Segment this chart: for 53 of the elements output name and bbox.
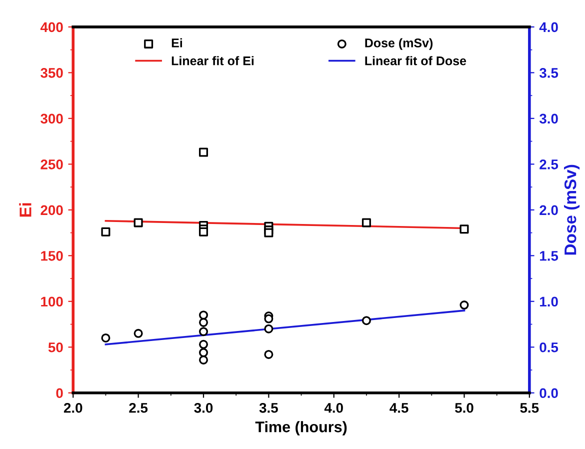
y2-tick-label: 2.5 (540, 160, 558, 170)
legend-label: Ei (172, 38, 182, 48)
x-axis-title: Time (hours) (255, 421, 347, 436)
x-tick-label: 5.5 (520, 403, 539, 413)
x-tick-label: 2.5 (129, 402, 148, 413)
legend-label: Linear fit of Ei (172, 56, 254, 66)
point (198, 318, 208, 327)
y-tick-label: 0 (56, 388, 63, 398)
legend-label: Dose (mSv) (365, 38, 433, 50)
y2-tick-label: 0.0 (540, 388, 558, 398)
point (198, 148, 208, 157)
y2-tick-label: 2.0 (540, 205, 558, 216)
point (264, 324, 274, 334)
y2-tick-label: 1.5 (540, 251, 558, 261)
x-tick-label: 3.0 (194, 402, 213, 413)
point (264, 314, 274, 324)
y2-axis-title: Dose (mSv) (564, 164, 580, 255)
point (460, 224, 469, 234)
point (362, 316, 371, 326)
point (198, 227, 208, 236)
point (101, 227, 110, 236)
y-axis-title: Ei (19, 203, 32, 217)
legend-label: Linear fit of Dose (365, 56, 466, 66)
point (134, 218, 143, 228)
point (198, 355, 208, 364)
point (264, 350, 274, 359)
y-tick-label: 400 (40, 22, 63, 32)
y-tick-label: 300 (40, 114, 63, 124)
y2-tick-label: 1.0 (540, 296, 558, 307)
point (362, 218, 371, 228)
y-tick-label: 350 (40, 68, 63, 78)
y-tick-label: 150 (41, 250, 63, 261)
y-tick-label: 250 (40, 160, 63, 170)
point (264, 228, 274, 238)
point (198, 340, 208, 349)
point (134, 328, 143, 338)
y-tick-label: 50 (48, 342, 63, 352)
x-tick-label: 2.0 (64, 402, 82, 413)
point (460, 300, 469, 310)
x-tick-label: 3.5 (259, 402, 278, 413)
y2-tick-label: 4.0 (539, 22, 558, 32)
x-tick-label: 4.0 (324, 402, 343, 413)
y-tick-label: 100 (41, 296, 63, 307)
point (198, 327, 208, 336)
point (101, 333, 110, 342)
point (198, 348, 208, 358)
x-tick-label: 4.5 (390, 403, 408, 413)
y2-tick-label: 3.5 (539, 68, 558, 78)
y2-tick-label: 3.0 (539, 114, 558, 124)
y2-tick-label: 0.5 (540, 342, 558, 352)
point (198, 310, 208, 320)
x-tick-label: 5.0 (455, 402, 474, 413)
y-tick-label: 200 (40, 205, 63, 216)
